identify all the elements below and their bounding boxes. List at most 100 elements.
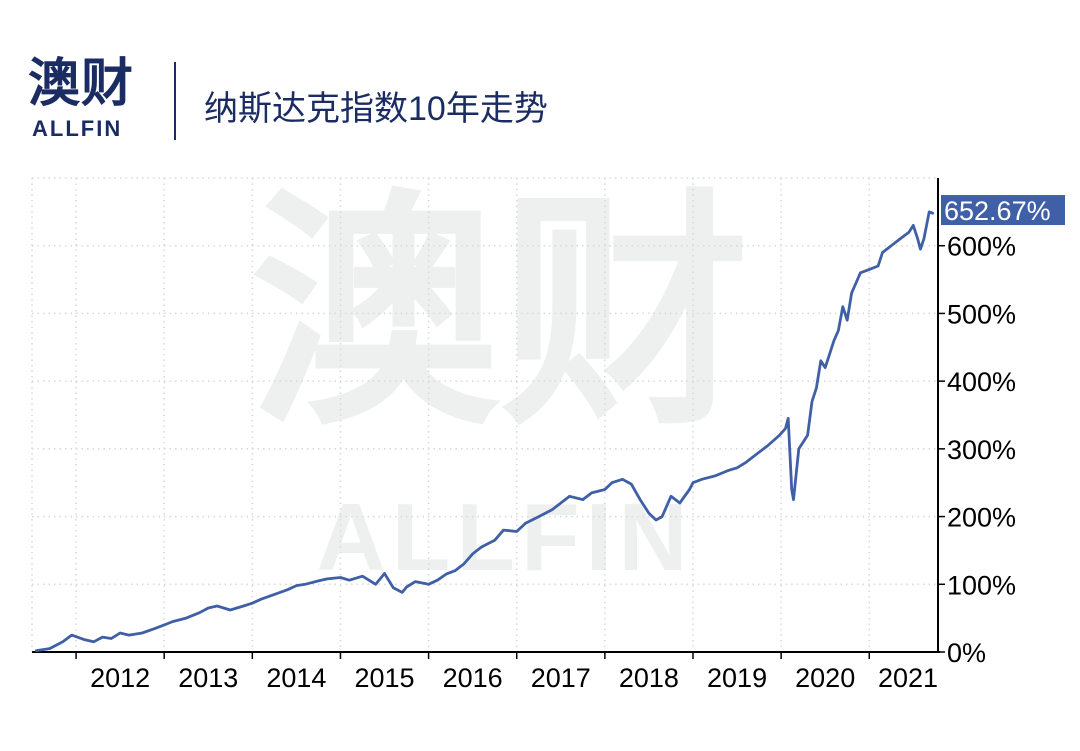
data-point <box>454 570 456 572</box>
data-point <box>828 353 831 355</box>
data-point <box>538 515 540 518</box>
data-point <box>890 245 892 247</box>
x-tick-label: 2014 <box>266 663 326 693</box>
last-value-badge: 652.67% <box>941 195 1065 226</box>
data-point <box>480 546 483 548</box>
data-point <box>427 583 430 585</box>
last-value-badge-bg <box>941 195 1065 226</box>
series-group <box>35 210 935 652</box>
data-point <box>216 605 218 607</box>
data-point <box>908 231 910 233</box>
axes <box>32 178 940 653</box>
x-tick-label: 2016 <box>443 663 503 693</box>
chart-title: 纳斯达克指数10年走势 <box>204 90 548 128</box>
x-tick-label: 2018 <box>619 663 679 693</box>
grid <box>31 177 938 652</box>
y-tick-label: 300% <box>947 435 1016 465</box>
data-point <box>494 539 496 541</box>
data-point <box>661 515 663 518</box>
data-point <box>273 593 275 596</box>
data-point <box>392 587 394 589</box>
data-point <box>35 650 38 652</box>
data-point <box>745 461 747 463</box>
data-point <box>524 522 527 524</box>
last-value-label: 652.67% <box>944 196 1051 226</box>
data-point <box>798 448 800 450</box>
data-point <box>317 580 320 582</box>
data-point <box>445 573 447 575</box>
x-axis-ticks: 2012 2013 2014 2015 2016 2017 2018 2019 2020 2021 <box>75 652 938 693</box>
data-point <box>71 634 73 636</box>
data-point <box>758 451 760 453</box>
data-point <box>679 502 681 504</box>
data-point <box>912 224 914 226</box>
data-point <box>611 482 613 484</box>
data-point <box>727 469 729 472</box>
data-point <box>569 495 571 497</box>
data-point <box>251 602 253 604</box>
y-tick-label: 400% <box>947 367 1016 397</box>
x-tick-label: 2017 <box>531 663 591 693</box>
data-point <box>551 509 553 511</box>
data-point <box>93 641 95 643</box>
data-point <box>851 292 853 294</box>
brand-logo-chinese: 澳财 <box>28 55 135 113</box>
watermark: 澳财 ALLFIN <box>250 174 750 591</box>
data-point <box>670 495 672 497</box>
data-point <box>688 488 691 491</box>
data-point <box>811 400 813 403</box>
data-point <box>436 579 439 581</box>
y-axis-ticks: 0% 100% 200% 300% 400% 500% 600% <box>938 232 1016 668</box>
data-point <box>806 434 809 436</box>
series-points <box>35 211 934 652</box>
data-point <box>405 586 408 588</box>
data-point <box>101 636 104 638</box>
data-point <box>923 238 925 240</box>
data-point <box>361 575 364 577</box>
data-point <box>784 427 787 430</box>
data-point <box>655 519 657 521</box>
data-point <box>604 488 606 491</box>
data-point <box>928 211 930 213</box>
data-point <box>463 563 465 565</box>
data-point <box>414 580 416 583</box>
data-point <box>516 530 518 533</box>
data-point <box>824 367 826 369</box>
data-point <box>701 478 703 480</box>
data-point <box>932 212 934 214</box>
data-point <box>110 637 112 640</box>
data-point <box>401 591 403 594</box>
data-point <box>787 417 789 419</box>
x-tick-label: 2015 <box>354 663 414 693</box>
data-point <box>621 478 624 480</box>
data-point <box>837 329 840 331</box>
data-point <box>348 579 350 581</box>
data-point <box>339 576 342 579</box>
data-point <box>917 238 919 240</box>
data-point <box>229 609 231 611</box>
data-point <box>242 605 245 607</box>
x-tick-label: 2021 <box>878 663 938 693</box>
data-point <box>295 585 297 587</box>
brand-logo-english: ALLFIN <box>32 116 123 141</box>
data-point <box>49 648 51 650</box>
data-point <box>375 583 377 585</box>
data-point <box>383 572 386 575</box>
y-tick-label: 200% <box>947 503 1016 533</box>
data-point <box>778 434 780 436</box>
data-point <box>154 627 156 629</box>
data-point <box>791 488 793 491</box>
x-tick-label: 2012 <box>90 663 150 693</box>
data-point <box>502 529 505 531</box>
data-point <box>128 634 130 636</box>
data-point <box>833 339 835 342</box>
data-point <box>560 502 562 504</box>
data-point <box>919 248 921 250</box>
data-point <box>207 607 209 609</box>
data-point <box>899 238 901 240</box>
x-tick-label: 2020 <box>795 663 855 693</box>
y-tick-label: 0% <box>947 638 986 668</box>
x-tick-label: 2019 <box>707 663 767 693</box>
data-point <box>198 612 201 614</box>
data-point <box>767 444 769 447</box>
